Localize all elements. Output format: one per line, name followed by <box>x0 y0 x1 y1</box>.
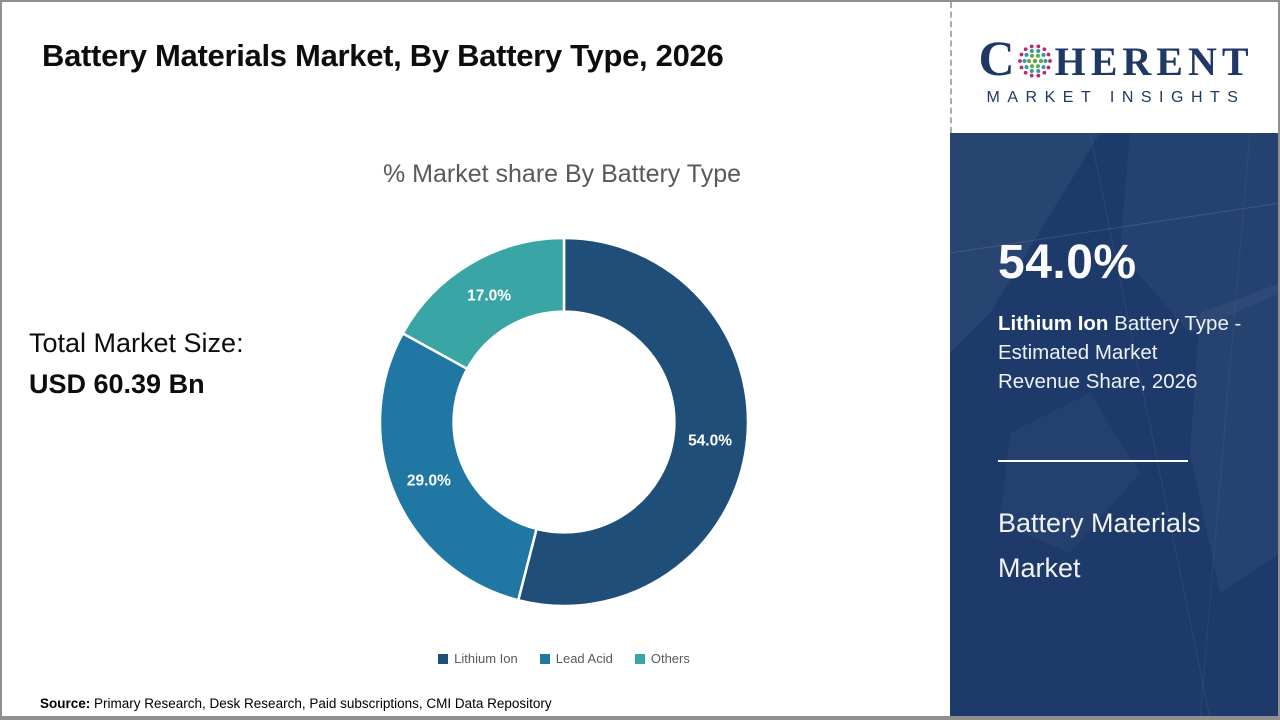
report-name-line2: Market <box>998 553 1081 583</box>
stat-desc-line1-rest: Battery Type - <box>1108 312 1242 335</box>
highlight-sidebar: 54.0% Lithium Ion Battery Type - Estimat… <box>950 133 1278 716</box>
donut-segment-lead-acid <box>378 332 538 602</box>
legend-swatch <box>634 653 645 664</box>
segment-label-lithium-ion: 54.0% <box>688 432 732 449</box>
legend-swatch <box>438 653 449 664</box>
stat-desc-bold: Lithium Ion <box>998 312 1109 335</box>
chart-legend: Lithium Ion Lead Acid Others <box>320 651 808 666</box>
legend-label: Others <box>650 651 690 666</box>
legend-swatch <box>539 653 550 664</box>
total-market-label: Total Market Size: <box>29 328 244 358</box>
logo-letters-rest: HERENT <box>1054 38 1254 84</box>
legend-item-lithium-ion: Lithium Ion <box>438 651 518 666</box>
total-market-value: USD 60.39 Bn <box>29 369 205 399</box>
brand-logo: C HERENT MARKET INSIGHTS <box>950 2 1278 133</box>
segment-label-others: 17.0% <box>467 287 511 304</box>
sidebar-divider <box>998 460 1188 462</box>
logo-tagline: MARKET INSIGHTS <box>986 88 1246 106</box>
logo-letter-c: C <box>978 29 1017 86</box>
segment-label-lead-acid: 29.0% <box>407 472 451 489</box>
report-name: Battery Materials Market <box>998 501 1201 591</box>
chart-title: % Market share By Battery Type <box>382 160 742 188</box>
total-market-block: Total Market Size: USD 60.39 Bn <box>29 328 244 400</box>
logo-wordmark: C HERENT <box>978 29 1253 87</box>
donut-segment-others <box>401 236 566 371</box>
source-text: Primary Research, Desk Research, Paid su… <box>90 696 552 711</box>
stat-description: Lithium Ion Battery Type - Estimated Mar… <box>998 309 1248 396</box>
legend-item-others: Others <box>634 651 690 666</box>
source-label: Source: <box>40 696 91 711</box>
donut-chart-svg: 54.0% 29.0% 17.0% <box>378 236 750 608</box>
stat-desc-line3: Revenue Share, 2026 <box>998 370 1198 393</box>
stat-desc-line2: Estimated Market <box>998 341 1158 364</box>
source-note: Source: Primary Research, Desk Research,… <box>40 696 552 711</box>
globe-icon <box>1017 43 1052 78</box>
donut-chart: 54.0% 29.0% 17.0% <box>370 228 758 616</box>
world-map-texture <box>950 133 1278 716</box>
stat-desc-line1: Lithium Ion Battery Type - <box>998 309 1248 338</box>
legend-item-lead-acid: Lead Acid <box>539 651 613 666</box>
stat-value: 54.0% <box>998 236 1137 289</box>
donut-segment-lithium-ion <box>516 236 750 608</box>
page-title: Battery Materials Market, By Battery Typ… <box>42 38 724 73</box>
legend-label: Lithium Ion <box>454 651 518 666</box>
report-name-line1: Battery Materials <box>998 508 1201 538</box>
legend-label: Lead Acid <box>555 651 613 666</box>
